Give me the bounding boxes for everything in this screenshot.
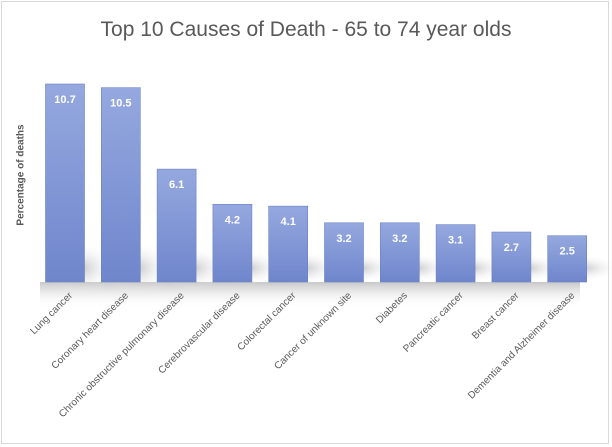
bar-value-labels: 10.7 10.5 6.1 4.2 4.1 3.2 3.2 3.1 2.7 2.5 [54, 94, 575, 258]
bar [45, 83, 85, 283]
bar-value-label: 3.1 [448, 235, 463, 247]
bar-value-label: 6.1 [169, 179, 184, 191]
bar-value-label: 4.2 [225, 214, 240, 226]
category-label: Chronic obstructive pulmonary disease [57, 290, 187, 420]
bar-value-label: 3.2 [392, 233, 407, 245]
bar [491, 231, 532, 283]
bar [156, 168, 197, 283]
bar-value-label: 10.5 [110, 98, 131, 110]
bars-group [45, 83, 588, 283]
bar [101, 87, 141, 283]
bar [547, 235, 588, 283]
bar [324, 222, 364, 283]
bar-value-label: 2.5 [560, 246, 575, 258]
bar-value-label: 4.1 [281, 216, 296, 228]
bar [435, 224, 476, 283]
bar [268, 205, 309, 283]
bar-value-label: 3.2 [336, 233, 351, 245]
chart-title: Top 10 Causes of Death - 65 to 74 year o… [100, 18, 512, 41]
bar [379, 222, 420, 283]
bar-value-label: 10.7 [54, 94, 75, 106]
bar-value-label: 2.7 [504, 242, 519, 254]
bar [212, 203, 253, 283]
